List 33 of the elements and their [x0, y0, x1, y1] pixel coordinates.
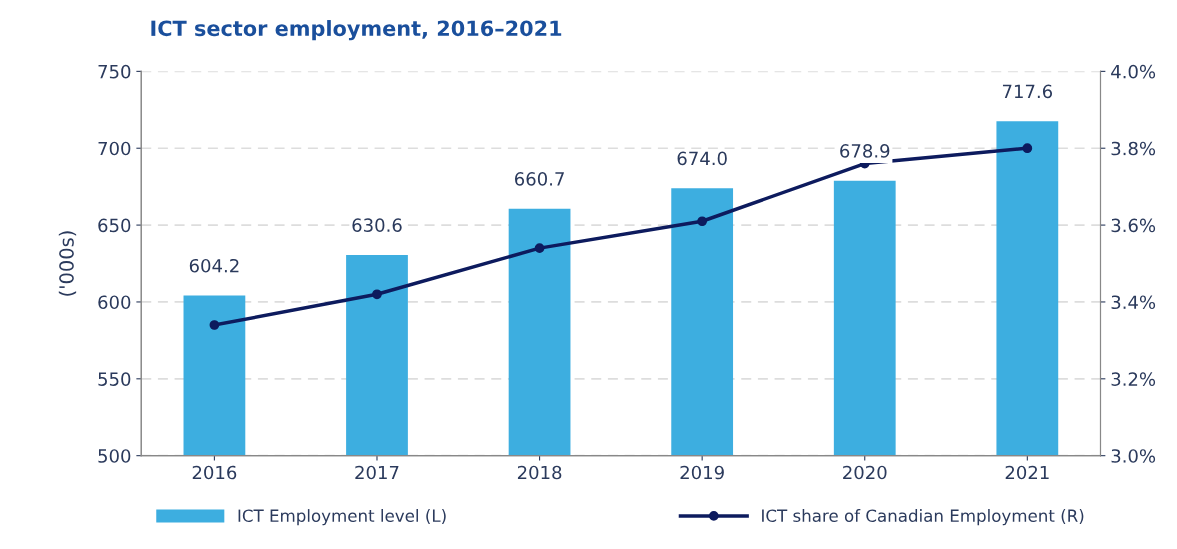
legend-label: ICT share of Canadian Employment (R): [762, 509, 1084, 526]
y2-tick-label: 3.0%: [1111, 449, 1156, 463]
y-tick-label: 600: [98, 295, 131, 310]
x-tick-label: 2016: [192, 465, 237, 480]
data-label: 717.6: [1002, 84, 1053, 99]
point: [534, 243, 545, 254]
point: [1022, 143, 1033, 154]
chart-title: ICT sector employment, 2016–2021: [151, 20, 562, 41]
data-label: 660.7: [514, 172, 564, 186]
point: [697, 216, 708, 227]
y-tick-label: 550: [98, 372, 131, 386]
x-tick-label: 2017: [355, 465, 399, 480]
x-tick-label: 2018: [517, 465, 562, 480]
y2-tick-label: 4.0%: [1111, 64, 1156, 79]
x-tick-label: 2020: [843, 465, 887, 480]
legend-label: ICT Employment level (L): [238, 509, 446, 526]
y-tick-label: 700: [98, 141, 131, 156]
data-label: 678.9: [840, 144, 890, 158]
y2-tick-label: 3.4%: [1111, 295, 1156, 310]
y-axis-title: ('000s): [58, 231, 77, 296]
data-label: 604.2: [189, 258, 239, 273]
y-tick-label: 500: [98, 449, 131, 463]
x-tick-label: 2019: [680, 465, 724, 480]
data-label: 674.0: [677, 151, 727, 166]
x-tick-label: 2021: [1005, 465, 1049, 480]
y-tick-label: 750: [98, 64, 131, 79]
y-tick-label: 650: [98, 218, 131, 233]
y2-tick-label: 3.2%: [1111, 372, 1156, 386]
data-label: 630.6: [352, 218, 402, 232]
point: [372, 289, 382, 300]
y2-tick-label: 3.6%: [1111, 218, 1156, 233]
y2-tick-label: 3.8%: [1111, 141, 1156, 156]
point: [209, 320, 220, 330]
